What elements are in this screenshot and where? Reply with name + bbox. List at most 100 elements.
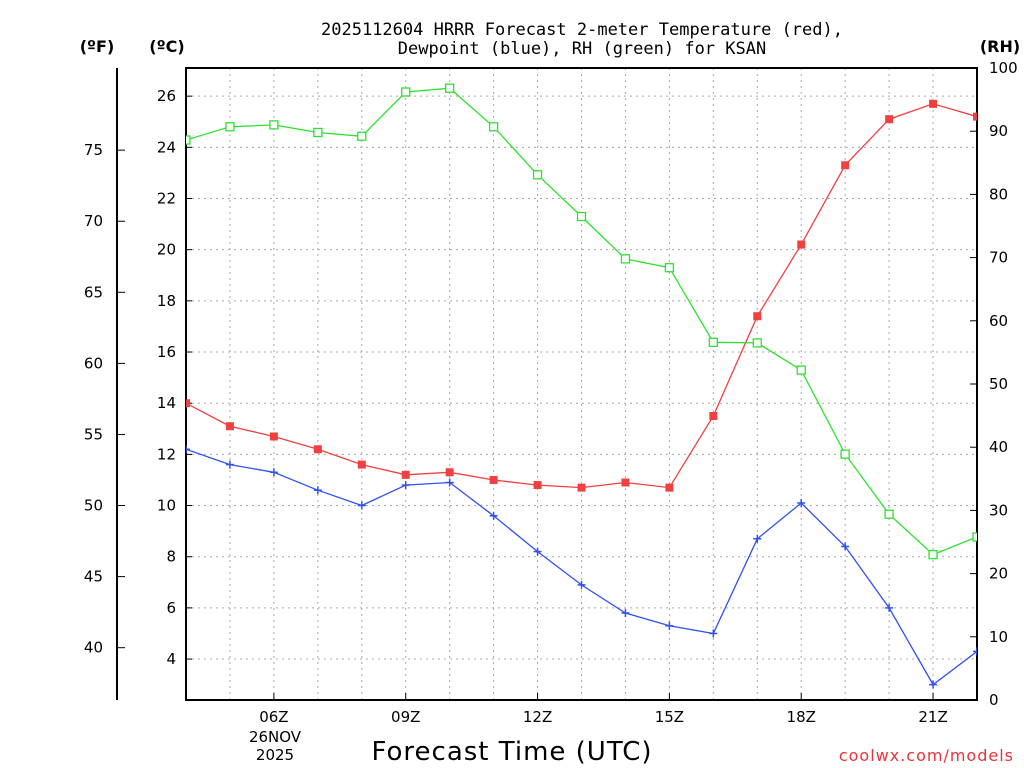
celsius-tick-label: 26 xyxy=(157,87,176,105)
plot-frame xyxy=(185,67,978,701)
series-line xyxy=(186,103,977,489)
rh-marker xyxy=(796,365,806,375)
rh-marker xyxy=(752,338,762,348)
x-tick-label: 18Z xyxy=(787,708,816,726)
fahrenheit-tick-label: 60 xyxy=(84,354,103,372)
rh-marker xyxy=(401,87,411,97)
dewpoint-marker xyxy=(313,486,322,495)
date-year-label: 2025 xyxy=(256,746,294,764)
series-layer xyxy=(186,83,977,689)
tick-label-layer: 4 6 8 10 12 14 16 18 20 22 24 26 40 45 50 55 60 65 70 75 0 10… xyxy=(84,59,1018,726)
temperature-marker xyxy=(753,312,762,321)
chart-title-line-2: Dewpoint (blue), RH (green) for KSAN xyxy=(398,39,766,59)
temperature-marker xyxy=(533,481,542,490)
celsius-tick-label: 16 xyxy=(157,343,176,361)
celsius-tick-label: 10 xyxy=(157,497,176,515)
rh-marker xyxy=(488,122,499,132)
rh-tick-label: 0 xyxy=(989,691,999,709)
temperature-marker xyxy=(313,445,322,454)
series-group xyxy=(186,445,977,689)
dewpoint-marker xyxy=(225,460,234,469)
rh-tick-label: 70 xyxy=(989,249,1008,267)
date-day-label: 26NOV xyxy=(249,728,302,746)
temperature-marker xyxy=(357,460,366,469)
rh-tick-label: 20 xyxy=(989,565,1008,583)
rh-tick-label: 40 xyxy=(989,438,1008,456)
temperature-marker xyxy=(577,483,586,492)
fahrenheit-tick-label: 75 xyxy=(84,141,103,159)
celsius-tick-label: 8 xyxy=(166,548,176,566)
dewpoint-marker xyxy=(929,680,938,689)
rh-tick-label: 80 xyxy=(989,185,1008,203)
rh-marker xyxy=(269,120,279,130)
rh-marker xyxy=(445,83,455,93)
celsius-tick-label: 14 xyxy=(157,394,176,412)
rh-tick-label: 30 xyxy=(989,501,1008,519)
dewpoint-marker xyxy=(533,547,542,556)
temperature-marker xyxy=(445,468,454,477)
dewpoint-marker xyxy=(973,647,977,656)
rh-marker xyxy=(928,549,938,560)
rh-unit-label: (RH) xyxy=(980,37,1020,56)
series-group xyxy=(186,83,977,560)
dewpoint-marker xyxy=(621,609,630,618)
celsius-tick-label: 18 xyxy=(157,292,176,310)
x-tick-label: 12Z xyxy=(523,708,552,726)
rh-marker xyxy=(708,337,718,347)
dewpoint-marker xyxy=(841,542,850,551)
celsius-unit-label: (ºC) xyxy=(149,37,184,56)
rh-marker xyxy=(532,170,543,180)
axis-layer xyxy=(116,67,978,701)
temperature-marker xyxy=(797,240,806,249)
celsius-tick-label: 24 xyxy=(157,138,176,156)
rh-marker xyxy=(840,449,850,459)
celsius-tick-label: 20 xyxy=(157,241,176,259)
rh-marker xyxy=(884,509,894,519)
dewpoint-marker xyxy=(269,468,278,477)
x-tick-label: 06Z xyxy=(259,708,288,726)
fahrenheit-tick-label: 65 xyxy=(84,283,103,301)
rh-tick-label: 50 xyxy=(989,375,1008,393)
fahrenheit-tick-label: 45 xyxy=(84,568,103,586)
celsius-tick-label: 4 xyxy=(166,650,176,668)
celsius-tick-label: 6 xyxy=(166,599,176,617)
rh-tick-label: 60 xyxy=(989,312,1008,330)
temperature-marker xyxy=(621,478,630,487)
temperature-marker xyxy=(709,411,718,420)
temperature-marker xyxy=(929,99,938,108)
x-tick-label: 21Z xyxy=(918,708,947,726)
dewpoint-marker xyxy=(186,445,190,454)
dewpoint-marker xyxy=(665,621,674,630)
temperature-marker xyxy=(489,475,498,484)
temperature-marker xyxy=(841,161,850,170)
temperature-marker xyxy=(269,432,278,441)
rh-marker xyxy=(576,211,587,222)
x-axis-title: Forecast Time (UTC) xyxy=(371,737,652,767)
dewpoint-marker xyxy=(709,629,718,638)
rh-marker xyxy=(620,254,631,264)
x-tick-label: 09Z xyxy=(391,708,420,726)
rh-marker xyxy=(225,122,235,132)
fahrenheit-unit-label: (ºF) xyxy=(80,37,115,56)
dewpoint-marker xyxy=(357,501,366,510)
rh-marker xyxy=(186,135,191,145)
temperature-marker xyxy=(885,115,894,124)
fahrenheit-tick-label: 55 xyxy=(84,425,103,443)
rh-marker xyxy=(357,131,367,141)
dewpoint-marker xyxy=(577,580,586,589)
dewpoint-marker xyxy=(401,481,410,490)
temperature-marker xyxy=(225,422,234,431)
temperature-marker xyxy=(973,112,977,121)
rh-tick-label: 10 xyxy=(989,628,1008,646)
fahrenheit-tick-label: 40 xyxy=(84,639,103,657)
dewpoint-marker xyxy=(489,511,498,520)
chart-title-line-1: 2025112604 HRRR Forecast 2-meter Tempera… xyxy=(321,20,843,40)
dewpoint-marker xyxy=(753,534,762,543)
rh-marker xyxy=(972,532,977,542)
temperature-marker xyxy=(665,483,674,492)
dewpoint-marker xyxy=(445,478,454,487)
credit-label: coolwx.com/models xyxy=(839,746,1014,765)
temperature-marker xyxy=(401,470,410,479)
grid-layer xyxy=(186,68,977,700)
